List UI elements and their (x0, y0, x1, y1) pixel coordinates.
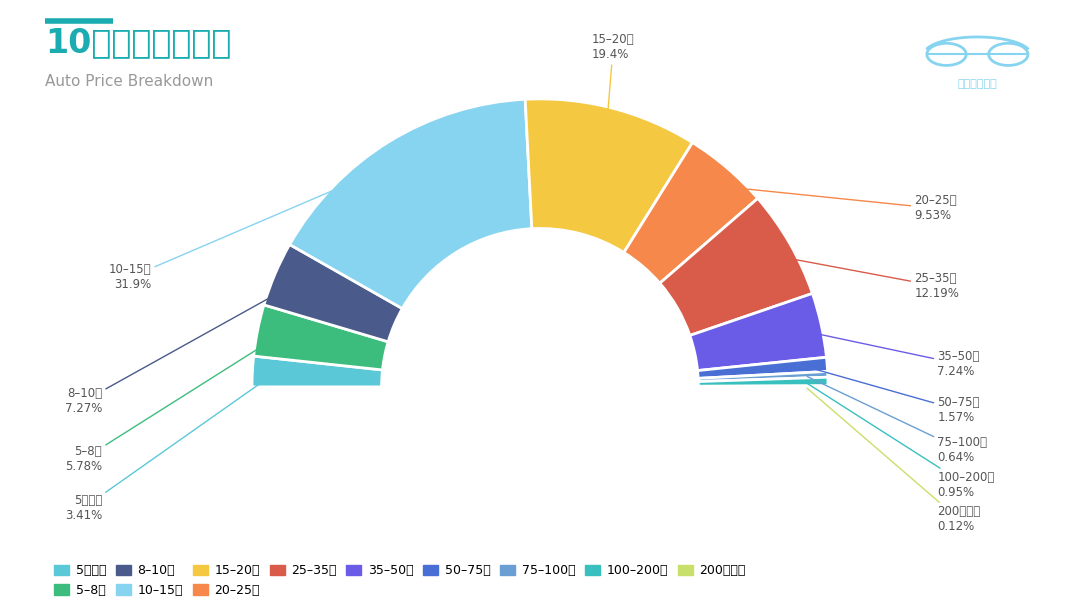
Wedge shape (264, 244, 403, 342)
Text: 5万以下
3.41%: 5万以下 3.41% (65, 375, 273, 522)
Wedge shape (699, 386, 828, 387)
Legend: 5万以下, 5–8万, 8–10万, 10–15万, 15–20万, 20–25万, 25–35万, 35–50万, 50–75万, 75–100万, 100–: 5万以下, 5–8万, 8–10万, 10–15万, 15–20万, 20–25… (50, 559, 751, 602)
Text: 20–25万
9.53%: 20–25万 9.53% (715, 186, 957, 223)
Wedge shape (660, 198, 812, 336)
Text: 5–8万
5.78%: 5–8万 5.78% (65, 336, 278, 473)
Wedge shape (624, 142, 758, 283)
Wedge shape (525, 99, 692, 252)
Text: 35–50万
7.24%: 35–50万 7.24% (801, 331, 980, 378)
Wedge shape (698, 358, 827, 378)
Wedge shape (254, 305, 388, 370)
Text: 15–20万
19.4%: 15–20万 19.4% (592, 33, 634, 128)
Wedge shape (698, 371, 828, 382)
Wedge shape (289, 99, 531, 309)
Text: 200万以上
0.12%: 200万以上 0.12% (807, 388, 981, 533)
Text: 100–200万
0.95%: 100–200万 0.95% (807, 384, 995, 499)
Wedge shape (690, 294, 826, 371)
Text: 8–10万
7.27%: 8–10万 7.27% (65, 285, 294, 415)
Text: 25–35万
12.19%: 25–35万 12.19% (772, 255, 959, 300)
Text: 10月价格段的对比: 10月价格段的对比 (45, 26, 232, 59)
Text: 50–75万
1.57%: 50–75万 1.57% (807, 367, 980, 424)
Text: Auto Price Breakdown: Auto Price Breakdown (45, 74, 214, 89)
Wedge shape (699, 377, 828, 386)
Text: 10–15万
31.9%: 10–15万 31.9% (109, 162, 399, 291)
Text: 汽车电子设计: 汽车电子设计 (958, 78, 997, 89)
Wedge shape (252, 356, 382, 387)
Text: 75–100万
0.64%: 75–100万 0.64% (807, 376, 987, 465)
